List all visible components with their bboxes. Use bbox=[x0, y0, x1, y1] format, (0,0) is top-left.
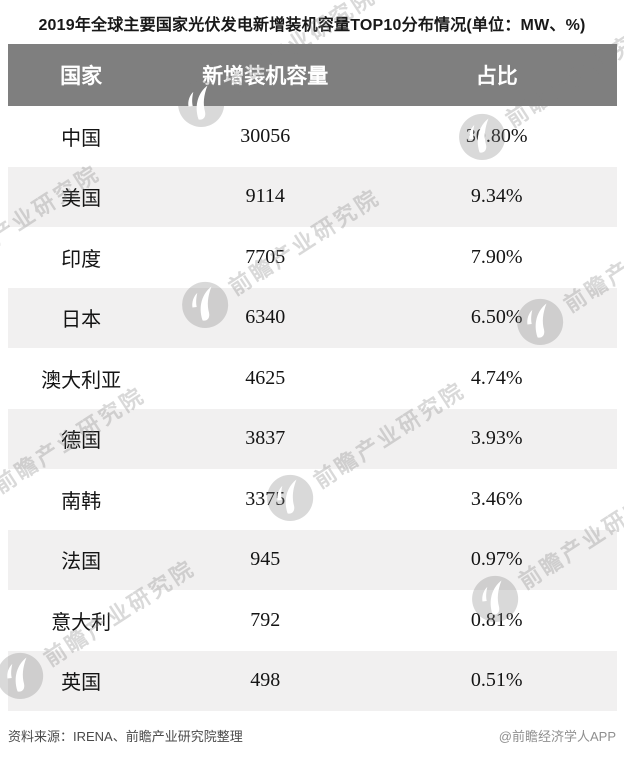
share-cell: 6.50% bbox=[470, 306, 523, 329]
capacity-cell: 9114 bbox=[245, 185, 285, 208]
data-table: 国家 新增装机容量 占比 中国 30056 30.80% 美国 9114 9.3… bbox=[8, 44, 617, 711]
table-row: 德国 3837 3.93% bbox=[8, 408, 617, 469]
country-cell: 印度 bbox=[61, 248, 102, 271]
table-header-row: 国家 新增装机容量 占比 bbox=[8, 44, 617, 106]
share-cell: 4.74% bbox=[470, 366, 523, 389]
table-row: 法国 945 0.97% bbox=[8, 529, 617, 590]
table-row: 南韩 3375 3.46% bbox=[8, 469, 617, 530]
table-row: 澳大利亚 4625 4.74% bbox=[8, 348, 617, 409]
capacity-cell: 3837 bbox=[245, 427, 286, 450]
country-cell: 日本 bbox=[61, 309, 102, 332]
data-table-container: 国家 新增装机容量 占比 中国 30056 30.80% 美国 9114 9.3… bbox=[8, 44, 617, 711]
country-cell: 澳大利亚 bbox=[41, 369, 122, 392]
share-cell: 7.90% bbox=[470, 245, 523, 268]
source-note: 资料来源：IRENA、前瞻产业研究院整理 bbox=[8, 729, 243, 744]
capacity-cell: 4625 bbox=[245, 366, 286, 389]
share-cell: 3.46% bbox=[470, 487, 523, 510]
page-title: 2019年全球主要国家光伏发电新增装机容量TOP10分布情况(单位：MW、%) bbox=[38, 17, 586, 34]
country-cell: 德国 bbox=[61, 430, 102, 453]
capacity-cell: 3375 bbox=[245, 487, 286, 510]
share-cell: 3.93% bbox=[470, 427, 523, 450]
country-cell: 意大利 bbox=[51, 611, 112, 634]
table-row: 印度 7705 7.90% bbox=[8, 227, 617, 288]
share-cell: 0.97% bbox=[470, 548, 523, 571]
share-cell: 0.81% bbox=[470, 608, 523, 631]
qianzhan-logo-watermark-icon bbox=[0, 470, 3, 536]
header-share: 占比 bbox=[376, 44, 617, 106]
share-cell: 9.34% bbox=[470, 185, 523, 208]
capacity-cell: 6340 bbox=[245, 306, 286, 329]
country-cell: 英国 bbox=[61, 672, 102, 695]
country-cell: 南韩 bbox=[61, 490, 102, 513]
header-capacity: 新增装机容量 bbox=[154, 44, 377, 106]
table-row: 美国 9114 9.34% bbox=[8, 166, 617, 227]
table-row: 英国 498 0.51% bbox=[8, 650, 617, 711]
table-row: 日本 6340 6.50% bbox=[8, 287, 617, 348]
capacity-cell: 7705 bbox=[245, 245, 286, 268]
country-cell: 中国 bbox=[61, 127, 102, 150]
header-country: 国家 bbox=[8, 44, 155, 106]
capacity-cell: 945 bbox=[250, 548, 281, 571]
capacity-cell: 30056 bbox=[240, 124, 291, 147]
table-row: 意大利 792 0.81% bbox=[8, 590, 617, 651]
country-cell: 法国 bbox=[61, 551, 102, 574]
country-cell: 美国 bbox=[61, 188, 102, 211]
table-row: 中国 30056 30.80% bbox=[8, 106, 617, 167]
capacity-cell: 498 bbox=[250, 669, 281, 692]
capacity-cell: 792 bbox=[250, 608, 281, 631]
credit-note: @前瞻经济学人APP bbox=[498, 729, 616, 744]
share-cell: 30.80% bbox=[465, 124, 528, 147]
share-cell: 0.51% bbox=[470, 669, 523, 692]
